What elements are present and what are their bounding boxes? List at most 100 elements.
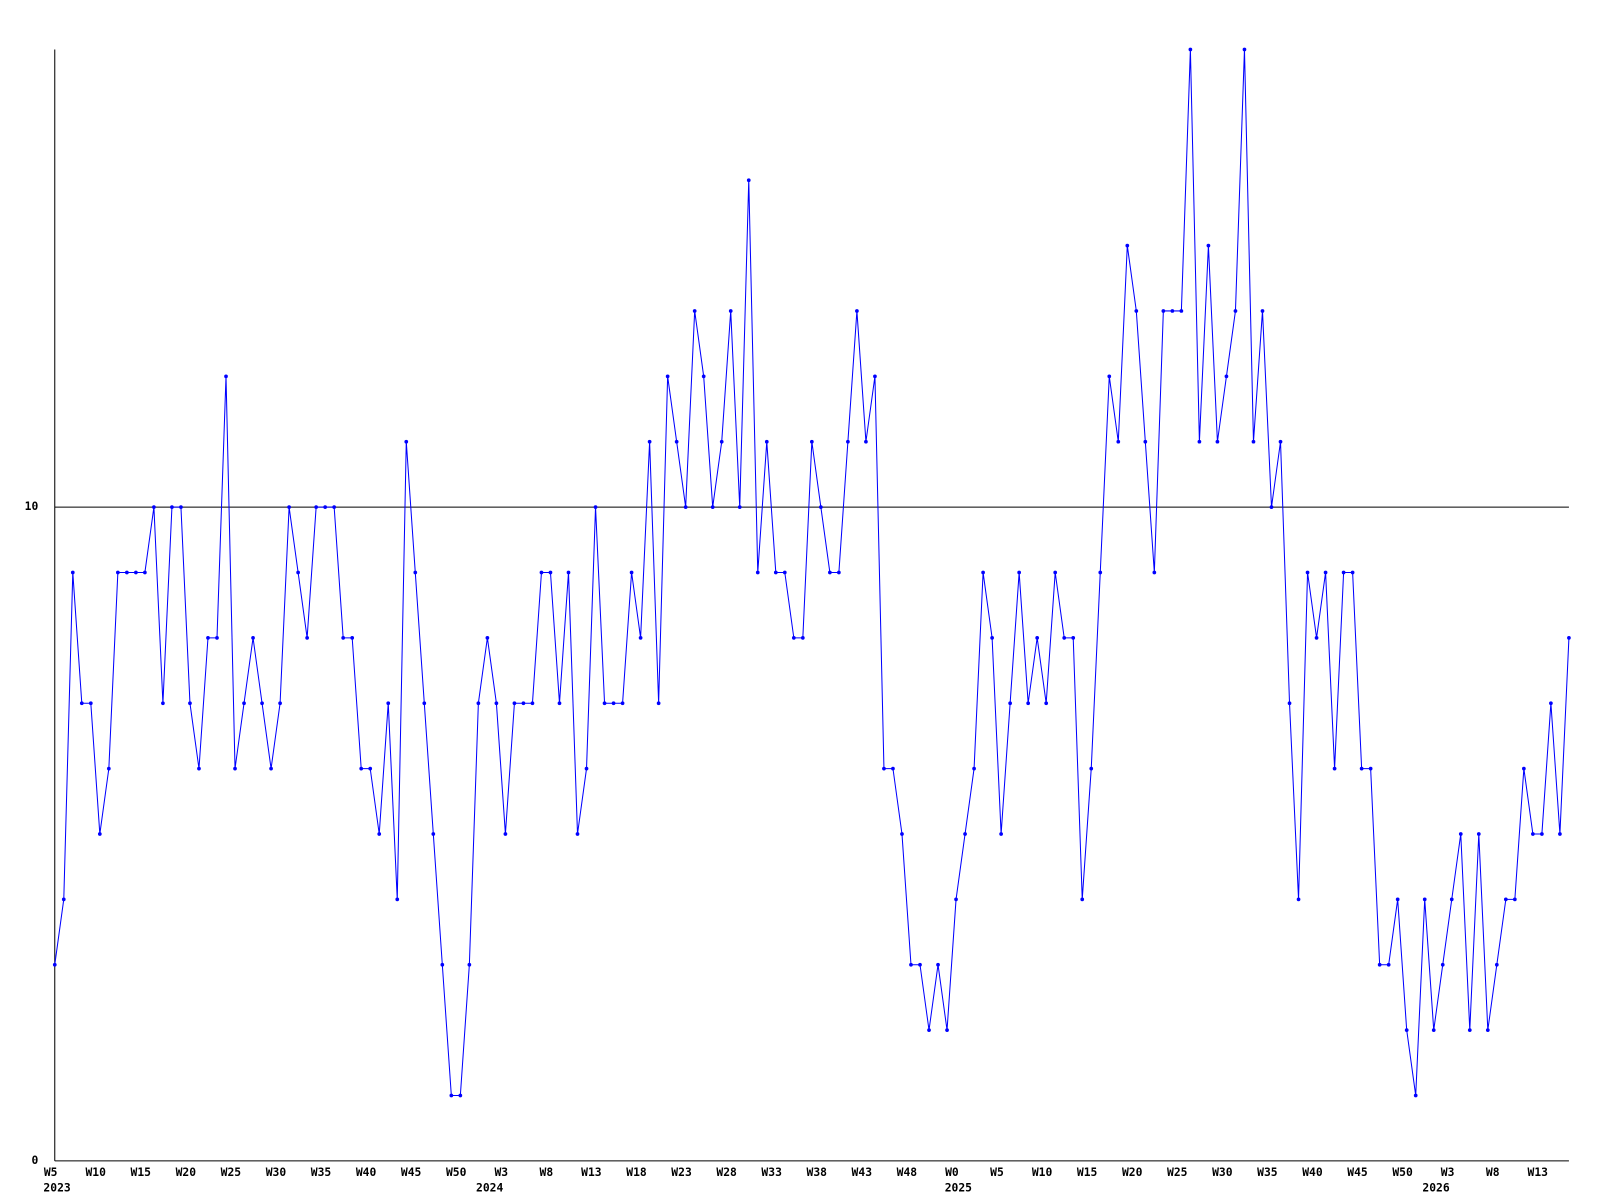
data-point	[467, 962, 472, 967]
data-point	[143, 570, 147, 575]
x-tick-label: W35	[311, 1165, 332, 1179]
data-point	[972, 766, 976, 771]
data-point	[1413, 1093, 1418, 1098]
data-point	[701, 374, 706, 379]
x-tick-label: W45	[401, 1165, 422, 1179]
data-point	[837, 570, 841, 575]
data-point	[1431, 1028, 1436, 1032]
data-point	[1197, 439, 1202, 444]
data-point	[422, 701, 427, 706]
data-point	[539, 570, 544, 575]
x-tick-label: W20	[176, 1165, 197, 1179]
data-point	[1494, 962, 1499, 967]
data-point	[1269, 505, 1274, 509]
data-point	[224, 374, 228, 379]
data-point	[800, 635, 805, 640]
data-point	[413, 570, 418, 575]
data-point	[1567, 635, 1571, 640]
data-point	[638, 635, 643, 640]
x-tick-label: W15	[1077, 1165, 1098, 1179]
data-point	[656, 701, 661, 706]
x-tick-label: W8	[1486, 1165, 1500, 1179]
data-point	[1026, 701, 1031, 706]
data-point	[215, 635, 219, 640]
x-tick-label: W10	[1032, 1165, 1053, 1179]
data-point	[548, 570, 553, 575]
data-point	[1008, 701, 1012, 706]
data-point	[1350, 570, 1355, 575]
data-point	[125, 570, 129, 575]
data-point	[1260, 309, 1265, 313]
data-point	[746, 178, 751, 183]
data-point	[819, 505, 823, 509]
data-point	[891, 766, 895, 771]
data-point	[1143, 439, 1148, 444]
data-point	[674, 439, 679, 444]
data-point	[350, 635, 355, 640]
data-point	[1152, 570, 1157, 575]
data-point	[1531, 832, 1535, 836]
data-point	[1449, 897, 1454, 902]
data-point	[359, 766, 364, 771]
data-point	[1017, 570, 1021, 575]
data-point	[728, 309, 733, 313]
data-point	[1170, 309, 1175, 313]
data-point	[305, 635, 309, 640]
data-point	[1233, 309, 1238, 313]
x-tick-label: W35	[1257, 1165, 1278, 1179]
data-point	[782, 570, 787, 575]
data-point	[61, 897, 66, 902]
x-tick-label: W30	[266, 1165, 287, 1179]
data-point	[755, 570, 760, 575]
data-point	[873, 374, 877, 379]
data-point	[332, 505, 337, 509]
x-tick-label: W3	[1441, 1165, 1455, 1179]
data-point	[1125, 243, 1130, 248]
data-point	[1278, 439, 1283, 444]
data-point	[70, 570, 75, 575]
data-point	[855, 309, 859, 313]
data-point	[981, 570, 985, 575]
year-label: 2023	[43, 1181, 70, 1195]
x-tick-label: W40	[1302, 1165, 1323, 1179]
data-point	[629, 570, 634, 575]
data-point	[864, 439, 868, 444]
data-point	[1476, 832, 1481, 836]
data-point	[1089, 766, 1094, 771]
data-point	[377, 832, 382, 836]
data-point	[620, 701, 625, 706]
data-point	[1116, 439, 1121, 444]
data-point	[1179, 309, 1184, 313]
data-point	[1512, 897, 1517, 902]
x-tick-label: W0	[945, 1165, 959, 1179]
data-point	[1422, 897, 1427, 902]
data-point	[846, 439, 850, 444]
data-point	[170, 505, 174, 509]
data-point	[1368, 766, 1373, 771]
x-tick-label: W50	[1392, 1165, 1413, 1179]
data-point	[1035, 635, 1040, 640]
data-point	[530, 701, 535, 706]
data-point	[197, 766, 201, 771]
data-point	[1503, 897, 1508, 902]
data-point	[665, 374, 670, 379]
x-tick-label: W3	[494, 1165, 508, 1179]
data-point	[1458, 832, 1463, 836]
data-point	[1242, 47, 1247, 52]
data-point	[1323, 570, 1328, 575]
data-point	[990, 635, 994, 640]
data-point	[1359, 766, 1364, 771]
x-tick-label: W48	[897, 1165, 918, 1179]
data-point	[152, 505, 156, 509]
data-point	[188, 701, 192, 706]
data-point	[936, 962, 940, 967]
data-point	[1296, 897, 1301, 902]
data-point	[593, 505, 598, 509]
data-point	[575, 832, 580, 836]
data-point	[1395, 897, 1400, 902]
data-point	[692, 309, 697, 313]
x-tick-label: W25	[1167, 1165, 1188, 1179]
data-point	[1188, 47, 1193, 52]
data-point	[683, 505, 688, 509]
